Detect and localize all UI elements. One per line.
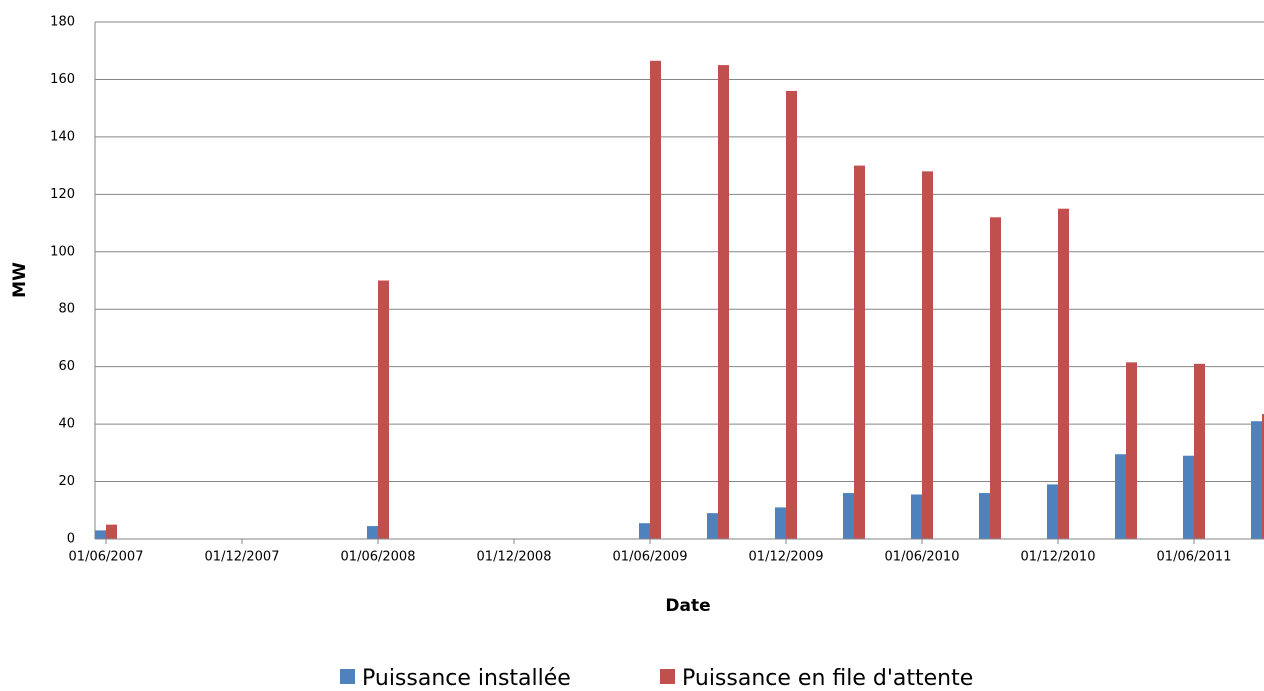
bar [843, 493, 854, 539]
x-axis-label: Date [665, 596, 710, 616]
bar [979, 493, 990, 539]
bar [1262, 414, 1264, 539]
bar [775, 507, 786, 539]
bar [378, 280, 389, 539]
x-tick-label: 01/12/2008 [477, 550, 552, 565]
bar [922, 171, 933, 539]
x-tick-label: 01/12/2010 [1021, 550, 1096, 565]
bar [990, 217, 1001, 540]
x-tick-label: 01/06/2007 [69, 550, 144, 565]
y-tick-label: 20 [58, 474, 75, 489]
bar [639, 523, 650, 539]
x-tick-label: 01/12/2009 [749, 550, 824, 565]
bar [718, 65, 729, 539]
bar [367, 526, 378, 539]
y-axis-label: MW [10, 262, 30, 298]
legend-swatch [660, 669, 675, 684]
bar [854, 165, 865, 539]
x-tick-label: 01/06/2011 [1157, 550, 1232, 565]
bar [1058, 208, 1069, 539]
y-tick-label: 180 [50, 15, 75, 30]
bar [707, 513, 718, 539]
y-tick-label: 0 [67, 532, 75, 547]
legend-label: Puissance installée [362, 666, 571, 687]
y-tick-label: 60 [58, 359, 75, 374]
bar [1251, 421, 1262, 539]
x-tick-label: 01/12/2007 [205, 550, 280, 565]
bar [1047, 484, 1058, 539]
bar [106, 524, 117, 539]
y-tick-label: 100 [50, 244, 75, 259]
x-tick-label: 01/06/2010 [885, 550, 960, 565]
bar [911, 494, 922, 539]
y-tick-label: 140 [50, 129, 75, 144]
x-tick-label: 01/06/2009 [613, 550, 688, 565]
y-tick-label: 80 [58, 302, 75, 317]
bar [1194, 363, 1205, 539]
bar [1115, 454, 1126, 539]
y-tick-label: 40 [58, 417, 75, 432]
y-tick-label: 160 [50, 72, 75, 87]
bar [1126, 362, 1137, 539]
legend-swatch [340, 669, 355, 684]
bar [786, 90, 797, 539]
legend-label: Puissance en file d'attente [682, 666, 973, 687]
x-tick-label: 01/06/2008 [341, 550, 416, 565]
y-tick-label: 120 [50, 187, 75, 202]
bar [650, 60, 661, 540]
bar [1183, 455, 1194, 539]
bar [95, 530, 106, 539]
